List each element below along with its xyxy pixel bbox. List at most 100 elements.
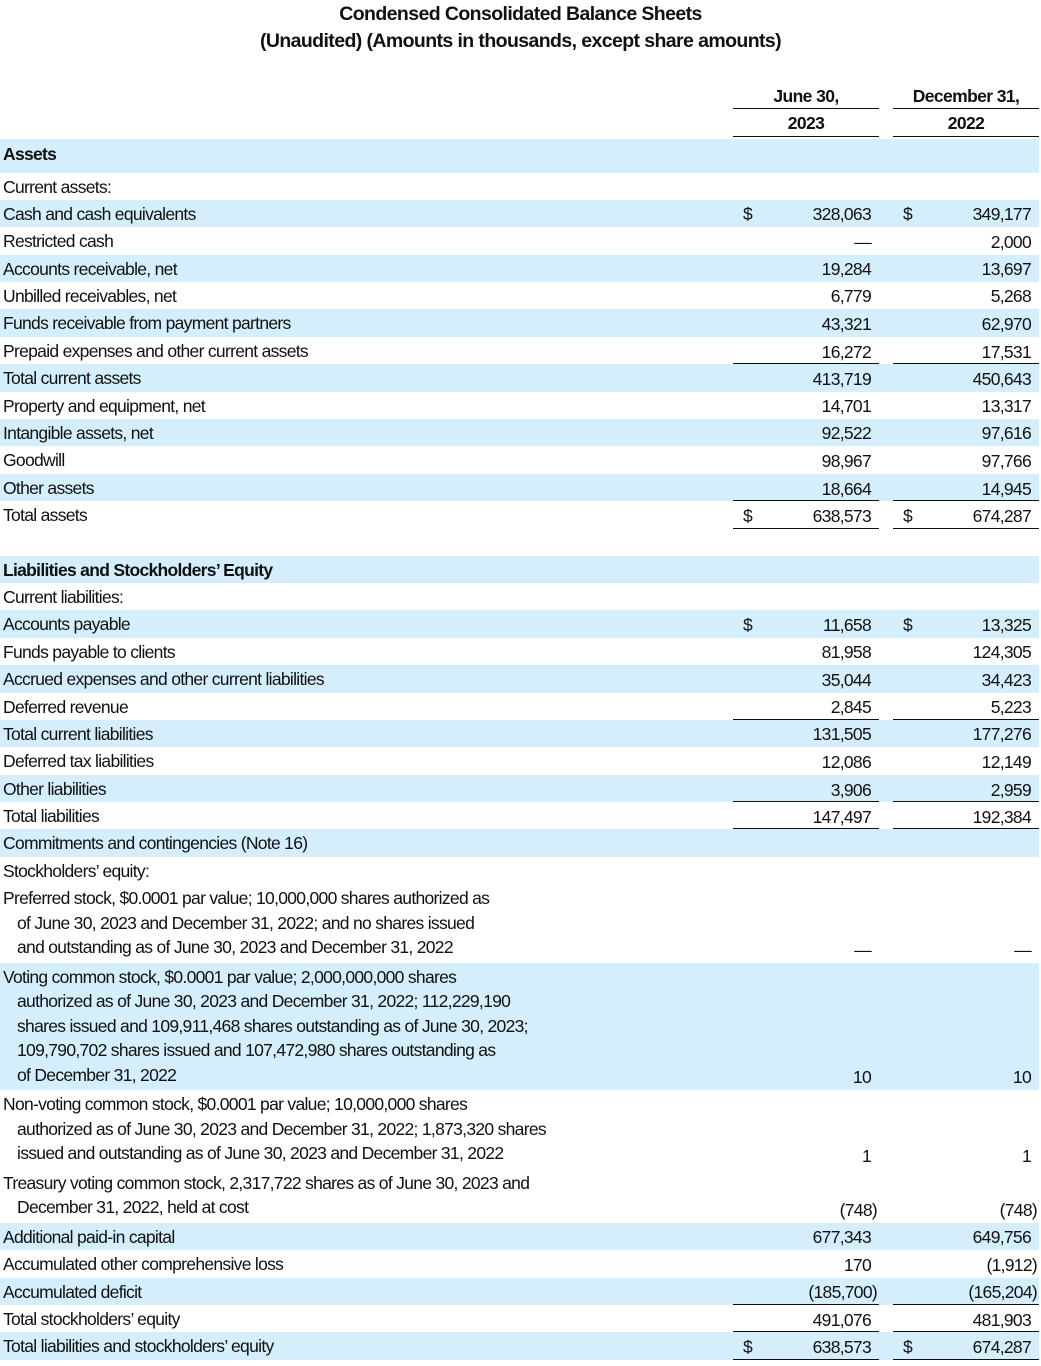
row-label: Other liabilities xyxy=(3,777,107,802)
value-june-2023: — xyxy=(733,937,879,963)
row-label: Current assets: xyxy=(3,175,112,200)
row-label: Additional paid-in capital xyxy=(3,1225,175,1250)
amount: 674,287 xyxy=(972,506,1032,527)
amount: 192,384 xyxy=(972,806,1032,827)
row-label-line: authorized as of June 30, 2023 and Decem… xyxy=(17,1118,547,1139)
row-label-line: Total current liabilities xyxy=(3,723,153,744)
amount: 2,000 xyxy=(990,231,1032,252)
table-row: Commitments and contingencies (Note 16) xyxy=(0,829,1039,857)
value-dec-2022: $349,177 xyxy=(893,201,1039,227)
row-label: Deferred revenue xyxy=(3,695,129,720)
table-row: Prepaid expenses and other current asset… xyxy=(0,337,1039,365)
amount: 5,268 xyxy=(990,286,1032,307)
row-label-line: Current assets: xyxy=(3,176,112,197)
amount: 12,149 xyxy=(981,751,1032,772)
table-row: Funds receivable from payment partners 43… xyxy=(0,309,1039,337)
value-dec-2022: 124,305 xyxy=(893,639,1039,665)
value-june-2023: 491,076 xyxy=(733,1307,879,1333)
subtitle: (Unaudited) (Amounts in thousands, excep… xyxy=(259,30,782,52)
currency-symbol: $ xyxy=(903,506,913,527)
table-row: Assets xyxy=(0,139,1039,173)
row-label: Voting common stock, $0.0001 par value; … xyxy=(3,965,529,1088)
value-dec-2022: 649,756 xyxy=(893,1224,1039,1250)
row-label-line: Restricted cash xyxy=(3,231,114,252)
row-label-line: Deferred tax liabilities xyxy=(3,751,154,772)
row-label: Assets xyxy=(3,142,57,167)
value-dec-2022: 14,945 xyxy=(893,476,1039,502)
amount: 97,766 xyxy=(981,450,1032,471)
title: Condensed Consolidated Balance Sheets xyxy=(339,3,702,25)
row-label-line: Liabilities and Stockholders’ Equity xyxy=(3,559,273,580)
row-label-line: Total assets xyxy=(3,505,88,526)
table-row: Non-voting common stock, $0.0001 par val… xyxy=(0,1090,1039,1169)
row-label-line: Other liabilities xyxy=(3,778,107,799)
amount: 649,756 xyxy=(972,1227,1032,1248)
row-label-line: and outstanding as of June 30, 2023 and … xyxy=(17,937,454,958)
value-dec-2022: $674,287 xyxy=(893,503,1039,529)
amount: 12,086 xyxy=(821,751,872,772)
row-label-line: shares issued and 109,911,468 shares out… xyxy=(17,1015,529,1036)
row-label: Other assets xyxy=(3,476,95,501)
row-label-line: Total liabilities xyxy=(3,806,100,827)
amount: 13,697 xyxy=(981,259,1032,280)
row-label-line: Preferred stock, $0.0001 par value; 10,0… xyxy=(3,888,490,909)
row-label: Funds receivable from payment partners xyxy=(3,311,291,336)
table-row: Intangible assets, net 92,522 97,616 xyxy=(0,419,1039,447)
table-row: Goodwill 98,967 97,766 xyxy=(0,446,1039,473)
amount: 10 xyxy=(1012,1067,1032,1088)
table-row: Total liabilities 147,497 192,384 xyxy=(0,802,1039,830)
value-june-2023: (748) xyxy=(733,1197,879,1223)
table-row: Cash and cash equivalents $328,063 $349,17… xyxy=(0,199,1039,228)
column-header-line1: December 31, xyxy=(893,82,1039,109)
amount: 481,903 xyxy=(972,1309,1032,1330)
amount: (1,912) xyxy=(986,1254,1037,1275)
row-label: Liabilities and Stockholders’ Equity xyxy=(3,558,273,583)
amount: 1 xyxy=(861,1145,872,1166)
amount: 18,664 xyxy=(821,478,872,499)
value-dec-2022: 1 xyxy=(893,1143,1039,1169)
value-dec-2022: 97,616 xyxy=(893,420,1039,446)
value-dec-2022: 13,697 xyxy=(893,256,1039,282)
value-june-2023: 413,719 xyxy=(733,366,879,392)
value-june-2023: 81,958 xyxy=(733,639,879,665)
currency-symbol: $ xyxy=(903,614,913,635)
value-dec-2022: 13,317 xyxy=(893,393,1039,419)
row-label: Total current liabilities xyxy=(3,722,153,747)
value-june-2023: $638,573 xyxy=(733,503,879,529)
value-june-2023: $11,658 xyxy=(733,612,879,638)
table-row: Deferred tax liabilities 12,086 12,149 xyxy=(0,747,1039,774)
table-row: Preferred stock, $0.0001 par value; 10,0… xyxy=(0,884,1039,963)
spacer-row xyxy=(0,529,1039,556)
amount: 35,044 xyxy=(821,669,872,690)
row-label-line: Accrued expenses and other current liabi… xyxy=(3,669,325,690)
row-label-line: Unbilled receivables, net xyxy=(3,286,177,307)
value-june-2023: 18,664 xyxy=(733,476,879,502)
table-row: Additional paid-in capital 677,343 649,756 xyxy=(0,1222,1039,1251)
value-dec-2022: $674,287 xyxy=(893,1334,1039,1360)
value-june-2023: $638,573 xyxy=(733,1334,879,1360)
value-june-2023: 131,505 xyxy=(733,721,879,747)
currency-symbol: $ xyxy=(903,1337,913,1358)
column-header-line2: 2022 xyxy=(893,109,1039,137)
value-dec-2022: 97,766 xyxy=(893,448,1039,474)
value-dec-2022: 34,423 xyxy=(893,667,1039,693)
row-label: Prepaid expenses and other current asset… xyxy=(3,339,309,364)
row-label-line: Other assets xyxy=(3,477,95,498)
row-label-line: Cash and cash equivalents xyxy=(3,203,196,224)
row-label: Accumulated deficit xyxy=(3,1280,142,1305)
row-label: Total liabilities and stockholders’ equi… xyxy=(3,1334,274,1359)
amount: (748) xyxy=(999,1199,1038,1220)
row-label: Total current assets xyxy=(3,366,141,391)
row-label: Goodwill xyxy=(3,448,65,473)
table-row: Voting common stock, $0.0001 par value; … xyxy=(0,962,1039,1091)
row-label: Intangible assets, net xyxy=(3,421,154,446)
row-label-line: Stockholders’ equity: xyxy=(3,860,150,881)
value-dec-2022: 5,268 xyxy=(893,283,1039,309)
amount: 97,616 xyxy=(981,423,1032,444)
row-label: Preferred stock, $0.0001 par value; 10,0… xyxy=(3,886,490,960)
value-june-2023: 147,497 xyxy=(733,804,879,830)
amount: 17,531 xyxy=(981,341,1032,362)
currency-symbol: $ xyxy=(743,614,753,635)
value-dec-2022: 5,223 xyxy=(893,694,1039,720)
amount: 10 xyxy=(852,1067,872,1088)
